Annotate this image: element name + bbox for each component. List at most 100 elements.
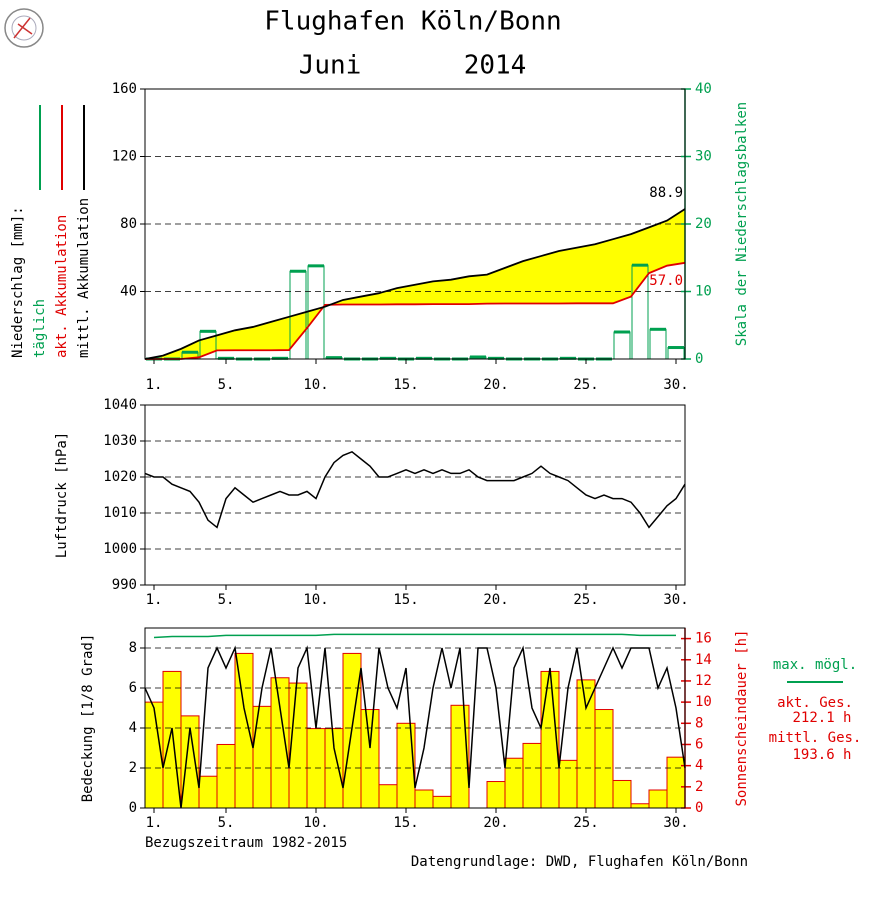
y-axis-label: Bedeckung [1/8 Grad] [80, 634, 96, 803]
y-tick-label: 80 [120, 216, 137, 232]
y2-axis-label: Skala der Niederschlagsbalken [734, 102, 750, 346]
y-tick-label: 6 [129, 680, 137, 696]
x-tick-label: 10. [303, 592, 328, 608]
x-tick-label: 30. [663, 377, 688, 393]
x-tick-label: 10. [303, 815, 328, 831]
bar [216, 743, 236, 809]
y2-tick-label: 30 [695, 149, 712, 165]
value-label: 88.9 [649, 185, 683, 201]
bar [558, 759, 578, 809]
data-source: Datengrundlage: DWD, Flughafen Köln/Bonn [411, 854, 748, 870]
x-tick-label: 30. [663, 815, 688, 831]
x-tick-label: 5. [218, 377, 235, 393]
bar [594, 709, 614, 809]
y-tick-label: 8 [129, 640, 137, 656]
title: Flughafen Köln/Bonn [264, 7, 561, 37]
y-tick-label: 2 [129, 760, 137, 776]
y-tick-label: 40 [120, 284, 137, 300]
y2-tick-label: 10 [695, 694, 712, 710]
year: 2014 [464, 51, 527, 81]
plot-frame [144, 404, 686, 586]
total-current-label: akt. Ges. [777, 695, 853, 711]
month: Juni [299, 51, 362, 81]
legend-title: Niederschlag [mm]: [10, 206, 26, 358]
line [144, 450, 686, 529]
bar [414, 789, 434, 809]
y2-tick-label: 2 [695, 779, 703, 795]
bar [576, 679, 596, 809]
legend-label: max. mögl. [773, 657, 857, 673]
legend-label: mittl. Akkumulation [76, 198, 92, 358]
x-tick-label: 5. [218, 592, 235, 608]
x-tick-label: 15. [393, 377, 418, 393]
bar [648, 789, 668, 809]
y2-tick-label: 0 [695, 800, 703, 816]
y-tick-label: 4 [129, 720, 137, 736]
x-tick-label: 5. [218, 815, 235, 831]
total-mean-label: mittl. Ges. [769, 730, 862, 746]
total-current: 212.1 h [792, 710, 851, 726]
x-tick-label: 25. [573, 377, 598, 393]
y-tick-label: 990 [112, 577, 137, 593]
logo [4, 8, 44, 48]
plot-frame [144, 627, 686, 809]
bar [396, 722, 416, 809]
y2-tick-label: 4 [695, 758, 703, 774]
value-label: 57.0 [649, 273, 683, 289]
logo-mark [13, 17, 33, 39]
y2-tick-label: 6 [695, 736, 703, 752]
bar [612, 779, 632, 809]
x-tick-label: 1. [146, 815, 163, 831]
x-tick-label: 20. [483, 377, 508, 393]
bar [252, 705, 272, 809]
line [144, 645, 686, 809]
reference-period: Bezugszeitraum 1982-2015 [145, 835, 347, 851]
bar [666, 756, 686, 809]
x-tick-label: 10. [303, 377, 328, 393]
x-tick-label: 20. [483, 592, 508, 608]
bar [432, 795, 452, 809]
y-axis-label: Luftdruck [hPa] [54, 432, 70, 558]
line [144, 208, 686, 360]
logo-inner [11, 15, 37, 41]
y2-tick-label: 14 [695, 652, 712, 668]
bar [360, 709, 380, 809]
plot-frame [144, 88, 686, 360]
bar [486, 781, 506, 809]
y2-tick-label: 40 [695, 81, 712, 97]
x-tick-label: 15. [393, 592, 418, 608]
y2-tick-label: 0 [695, 351, 703, 367]
y2-axis-label: Sonnenscheindauer [h] [734, 629, 750, 806]
line [145, 261, 686, 360]
total-mean: 193.6 h [792, 747, 851, 763]
legend-label: akt. Akkumulation [54, 215, 70, 358]
bar [667, 347, 685, 360]
bar [613, 331, 631, 360]
x-tick-label: 25. [573, 592, 598, 608]
y2-tick-label: 10 [695, 284, 712, 300]
y-tick-label: 1030 [103, 433, 137, 449]
y-tick-label: 1000 [103, 541, 137, 557]
bar [270, 677, 290, 809]
y-tick-label: 120 [112, 149, 137, 165]
x-tick-label: 1. [146, 592, 163, 608]
bar [234, 652, 254, 809]
y2-tick-label: 20 [695, 216, 712, 232]
y-tick-label: 1010 [103, 505, 137, 521]
y2-tick-label: 16 [695, 631, 712, 647]
y2-tick-label: 8 [695, 715, 703, 731]
bar [522, 742, 542, 809]
legend-label: täglich [32, 299, 48, 358]
y2-tick-label: 12 [695, 673, 712, 689]
bar [649, 328, 667, 360]
y-tick-label: 1020 [103, 469, 137, 485]
x-tick-label: 20. [483, 815, 508, 831]
bar [504, 757, 524, 809]
x-tick-label: 30. [663, 592, 688, 608]
line [153, 633, 676, 639]
bar [378, 784, 398, 809]
area-between [145, 208, 685, 359]
y-tick-label: 1040 [103, 397, 137, 413]
